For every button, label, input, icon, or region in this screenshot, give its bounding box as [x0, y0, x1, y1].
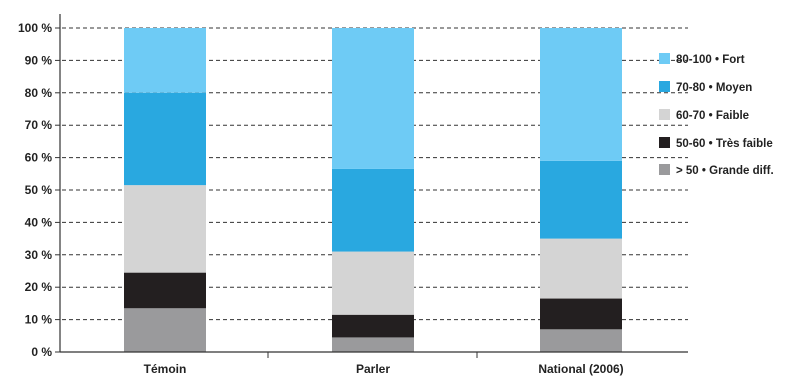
bar-segment	[124, 308, 206, 352]
y-tick-label: 100 %	[18, 21, 52, 35]
y-tick-label: 0 %	[31, 345, 52, 359]
y-tick-label: 90 %	[25, 53, 53, 67]
legend-swatch	[659, 53, 670, 64]
x-category-labels: Témoin Parler National (2006)	[144, 362, 624, 376]
bar-segment	[540, 28, 622, 161]
y-tick-label: 10 %	[25, 313, 53, 327]
y-tick-label: 20 %	[25, 280, 53, 294]
bar-segment	[540, 160, 622, 239]
bar-segment	[124, 92, 206, 186]
y-tick-label: 40 %	[25, 215, 53, 229]
legend: 80-100 • Fort 70-80 • Moyen 60-70 • Faible…	[659, 53, 774, 177]
bar-segment	[332, 168, 414, 252]
legend-label: 50-60 • Très faible	[676, 138, 773, 150]
bars	[124, 28, 622, 352]
bar-segment	[540, 238, 622, 299]
axes	[55, 14, 688, 358]
y-tick-label: 80 %	[25, 86, 53, 100]
bar-segment	[332, 314, 414, 338]
y-tick-label: 60 %	[25, 151, 53, 165]
bar-segment	[124, 272, 206, 309]
x-category-label: National (2006)	[538, 362, 623, 376]
legend-label: 60-70 • Faible	[676, 110, 749, 122]
bar-segment	[332, 251, 414, 315]
bar-segment	[540, 298, 622, 330]
y-tick-label: 30 %	[25, 248, 53, 262]
x-category-label: Témoin	[144, 362, 187, 376]
bar-segment	[332, 28, 414, 169]
y-tick-label: 70 %	[25, 118, 53, 132]
legend-swatch	[659, 164, 670, 175]
bar-segment	[332, 337, 414, 352]
legend-swatch	[659, 81, 670, 92]
bar-segment	[124, 185, 206, 273]
x-category-label: Parler	[356, 362, 390, 376]
legend-label: > 50 • Grande diff.	[676, 165, 774, 177]
legend-swatch	[659, 109, 670, 120]
legend-swatch	[659, 137, 670, 148]
bar-segment	[124, 28, 206, 93]
bar-segment	[540, 329, 622, 352]
y-tick-labels: 0 % 10 % 20 % 30 % 40 % 50 % 60 % 70 % 80 % 90 % 1…	[18, 21, 52, 359]
legend-label: 80-100 • Fort	[676, 54, 745, 66]
legend-label: 70-80 • Moyen	[676, 82, 752, 94]
y-tick-label: 50 %	[25, 183, 53, 197]
